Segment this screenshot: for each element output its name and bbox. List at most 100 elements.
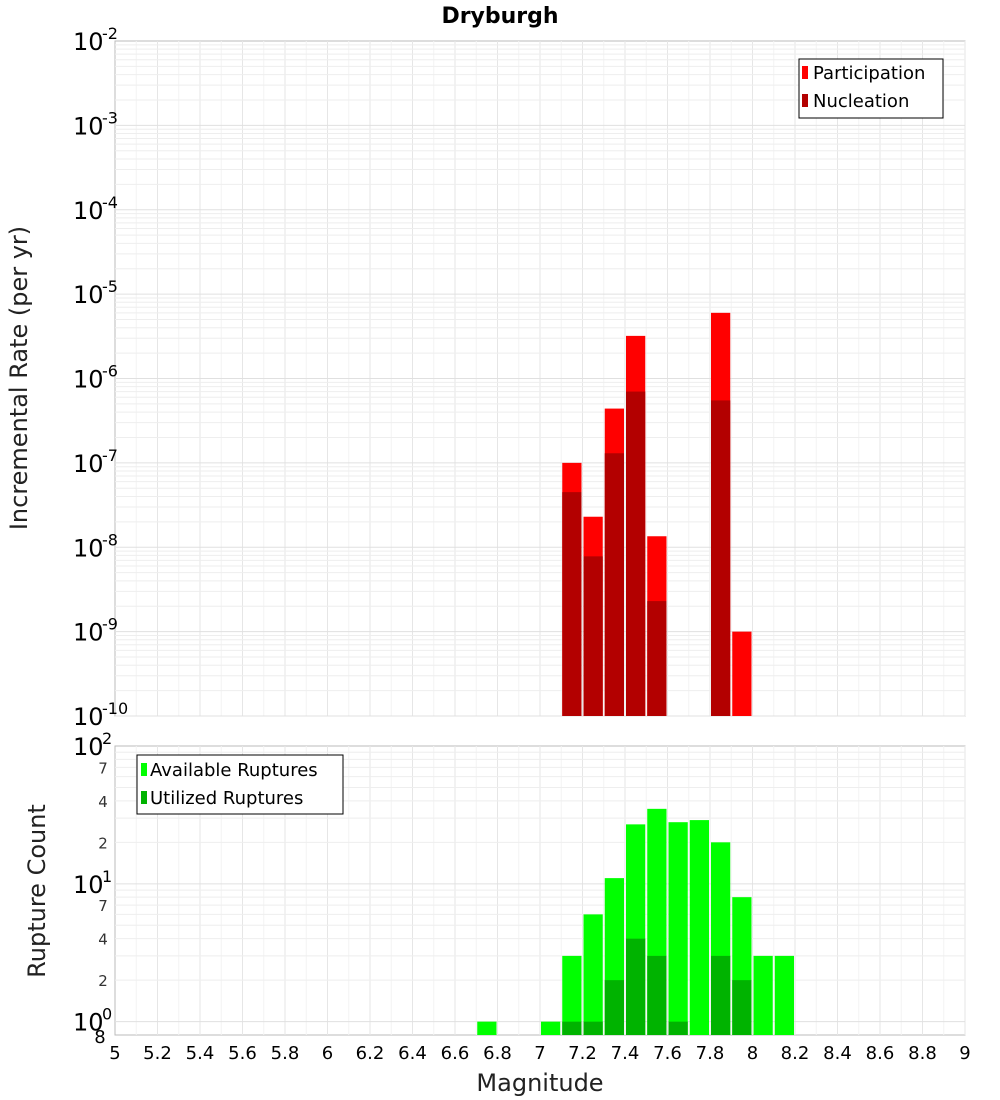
x-tick-11: 7.2 [568, 1043, 597, 1064]
rate-y-tick-exp-5: -5 [102, 277, 118, 296]
x-tick-16: 8.2 [781, 1043, 810, 1064]
x-tick-19: 8.8 [908, 1043, 937, 1064]
count-y-axis-label: Rupture Count [23, 804, 51, 978]
x-tick-10: 7 [534, 1043, 545, 1064]
x-tick-labels: 5 5.2 5.4 5.6 5.8 6 6.2 6.4 6.6 6.8 7 7.2 7.4 7.6 7.8 8… [109, 1043, 970, 1064]
rate-y-tick-exp-2: -8 [102, 530, 118, 549]
x-tick-2: 5.4 [186, 1043, 215, 1064]
x-tick-20: 9 [959, 1043, 970, 1064]
bar-nucleation-5 [711, 400, 731, 716]
rate-legend-box [798, 58, 944, 119]
rate-y-tick-exp-8: -2 [102, 24, 118, 43]
legend-swatch-available [141, 763, 147, 776]
count-bars [477, 808, 794, 1035]
rate-y-tick-base-6: 10 [73, 197, 104, 225]
bar-available-ruptures-2 [562, 955, 582, 1035]
rate-y-tick-base-4: 10 [73, 366, 104, 394]
x-tick-0: 5 [109, 1043, 120, 1064]
bar-utilized-ruptures-2 [604, 980, 624, 1035]
rate-y-tick-exp-1: -9 [102, 615, 118, 634]
bar-utilized-ruptures-6 [711, 955, 731, 1035]
bar-available-ruptures-3 [583, 914, 603, 1035]
rate-y-tick-base-3: 10 [73, 450, 104, 478]
count-y-tick-exp-1: 1 [102, 867, 112, 886]
count-y-minor-tick-3: 7 [98, 897, 108, 915]
legend-label-utilized: Utilized Ruptures [150, 788, 303, 809]
bar-nucleation-2 [604, 453, 624, 716]
bar-nucleation-1 [583, 556, 603, 716]
x-tick-8: 6.6 [441, 1043, 470, 1064]
rate-y-tick-base-2: 10 [73, 534, 104, 562]
x-tick-7: 6.4 [398, 1043, 427, 1064]
count-legend-box [136, 754, 344, 815]
x-tick-1: 5.2 [143, 1043, 172, 1064]
bar-utilized-ruptures-7 [732, 980, 752, 1035]
rate-y-tick-exp-7: -3 [102, 108, 118, 127]
rate-gridlines [115, 41, 966, 717]
rate-y-tick-base-5: 10 [73, 281, 104, 309]
count-y-minor-tick-0: 8 [94, 1027, 105, 1048]
rate-y-tick-exp-3: -7 [102, 446, 118, 465]
bar-available-ruptures-7 [668, 822, 688, 1035]
rate-y-tick-exp-6: -4 [102, 193, 118, 212]
x-axis-label: Magnitude [476, 1069, 603, 1097]
bar-participation-6 [732, 631, 752, 716]
count-y-minor-tick-4: 2 [98, 834, 108, 852]
bar-nucleation-0 [562, 492, 582, 716]
bar-utilized-ruptures-1 [583, 1021, 603, 1035]
x-tick-9: 6.8 [483, 1043, 512, 1064]
x-tick-3: 5.6 [228, 1043, 257, 1064]
x-tick-17: 8.4 [823, 1043, 852, 1064]
bar-nucleation-3 [626, 391, 646, 716]
rate-y-tick-exp-4: -6 [102, 362, 118, 381]
rate-y-tick-base-7: 10 [73, 112, 104, 140]
legend-swatch-utilized [141, 791, 147, 804]
count-gridlines [115, 746, 966, 1035]
x-tick-4: 5.8 [271, 1043, 300, 1064]
x-tick-12: 7.4 [611, 1043, 640, 1064]
rate-y-tick-base-0: 10 [73, 703, 104, 731]
legend-swatch-participation [802, 66, 808, 79]
bar-available-ruptures-0 [477, 1021, 497, 1035]
count-y-tick-base-2: 10 [73, 733, 104, 761]
count-y-minor-tick-1: 2 [98, 972, 108, 990]
count-y-minor-tick-2: 4 [98, 931, 108, 949]
bar-utilized-ruptures-5 [668, 1021, 688, 1035]
legend-swatch-nucleation [802, 94, 808, 107]
x-tick-18: 8.6 [866, 1043, 895, 1064]
count-y-tick-exp-2: 2 [102, 729, 112, 748]
rate-y-tick-base-8: 10 [73, 28, 104, 56]
figure-title: Dryburgh [441, 4, 558, 29]
bar-available-ruptures-12 [774, 955, 794, 1035]
count-y-tick-base-1: 10 [73, 871, 104, 899]
bar-available-ruptures-11 [753, 955, 773, 1035]
x-tick-13: 7.6 [653, 1043, 682, 1064]
x-tick-6: 6.2 [356, 1043, 385, 1064]
rate-y-tick-exp-0: -10 [102, 699, 128, 718]
count-y-minor-tick-5: 4 [98, 793, 108, 811]
legend-label-available: Available Ruptures [150, 760, 318, 781]
legend-label-nucleation: Nucleation [813, 91, 909, 112]
bar-available-ruptures-1 [541, 1021, 561, 1035]
count-y-minor-tick-6: 7 [98, 759, 108, 777]
count-legend: Available Ruptures Utilized Ruptures [136, 754, 344, 815]
bar-utilized-ruptures-4 [647, 955, 667, 1035]
x-tick-14: 7.8 [696, 1043, 725, 1064]
bar-nucleation-4 [647, 601, 667, 716]
legend-label-participation: Participation [813, 63, 925, 84]
rate-bars [562, 312, 752, 716]
bar-utilized-ruptures-0 [562, 1021, 582, 1035]
x-tick-15: 8 [747, 1043, 758, 1064]
bar-utilized-ruptures-3 [626, 938, 646, 1035]
rate-legend: Participation Nucleation [798, 58, 944, 119]
count-y-tick-base-0: 10 [73, 1009, 104, 1037]
count-y-tick-exp-0: 0 [102, 1005, 112, 1024]
bar-available-ruptures-8 [689, 820, 709, 1035]
rate-y-axis-label: Incremental Rate (per yr) [5, 226, 33, 530]
rate-y-tick-base-1: 10 [73, 619, 104, 647]
x-tick-5: 6 [322, 1043, 333, 1064]
